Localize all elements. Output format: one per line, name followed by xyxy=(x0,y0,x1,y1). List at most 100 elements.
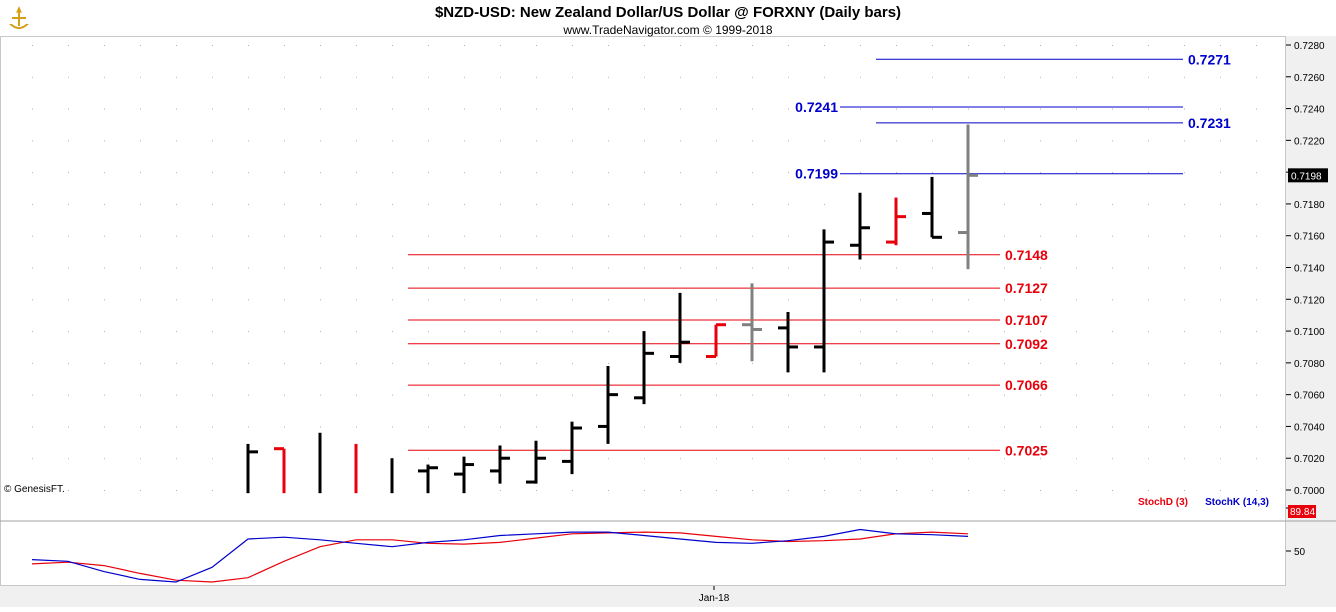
grid-dot xyxy=(860,267,861,269)
grid-dot xyxy=(608,108,609,110)
grid-dot xyxy=(680,76,681,78)
grid-dot xyxy=(788,172,789,174)
date-axis: Jan-18 xyxy=(699,586,730,604)
grid-dot xyxy=(608,76,609,78)
chart-title: $NZD-USD: New Zealand Dollar/US Dollar @… xyxy=(435,4,901,21)
grid-dot xyxy=(356,45,357,46)
grid-dot xyxy=(284,76,285,78)
grid-dot xyxy=(1184,140,1185,142)
grid-dot xyxy=(644,299,645,301)
grid-dot xyxy=(896,490,897,491)
grid-dot xyxy=(104,362,105,364)
grid-dot xyxy=(248,267,249,269)
grid-dot xyxy=(428,331,429,333)
grid-dot xyxy=(500,172,501,174)
grid-dot xyxy=(320,76,321,78)
grid-dot xyxy=(212,203,213,205)
grid-dot xyxy=(1184,426,1185,428)
stochK-legend: StochK (14,3) xyxy=(1205,497,1269,508)
grid-dot xyxy=(320,362,321,364)
grid-dot xyxy=(464,267,465,269)
grid-dot xyxy=(356,172,357,174)
grid-dot xyxy=(104,235,105,237)
grid-dot xyxy=(788,140,789,142)
grid-dot xyxy=(104,108,105,110)
grid-dot xyxy=(176,45,177,46)
grid-dot xyxy=(608,362,609,364)
grid-dot xyxy=(1148,108,1149,110)
date-tick-label: Jan-18 xyxy=(699,593,730,604)
grid-dot xyxy=(896,76,897,78)
grid-dot xyxy=(824,426,825,428)
grid-dot xyxy=(32,394,33,396)
grid-dot xyxy=(896,394,897,396)
grid-dot xyxy=(212,140,213,142)
trade-navigator-logo xyxy=(4,4,34,34)
grid-dot xyxy=(896,299,897,301)
grid-dot xyxy=(140,362,141,364)
grid-dot xyxy=(824,45,825,46)
grid-dot xyxy=(32,299,33,301)
grid-dot xyxy=(428,235,429,237)
grid-dot xyxy=(932,490,933,491)
price-tick-label: 0.7140 xyxy=(1294,264,1325,275)
grid-dot xyxy=(356,203,357,205)
grid-dot xyxy=(1256,299,1257,301)
grid-dot xyxy=(680,426,681,428)
grid-dot xyxy=(176,426,177,428)
grid-dot xyxy=(320,108,321,110)
grid-dot xyxy=(788,299,789,301)
grid-dot xyxy=(860,108,861,110)
grid-dot xyxy=(212,172,213,174)
grid-dot xyxy=(248,140,249,142)
grid-dot xyxy=(1256,458,1257,460)
grid-dot xyxy=(248,331,249,333)
grid-dot xyxy=(1184,331,1185,333)
grid-dot xyxy=(752,394,753,396)
grid-dot xyxy=(788,203,789,205)
grid-dot xyxy=(608,45,609,46)
grid-dot xyxy=(824,140,825,142)
grid-dot xyxy=(140,140,141,142)
plot-frame xyxy=(0,36,1286,586)
grid-dot xyxy=(1148,458,1149,460)
grid-dot xyxy=(68,108,69,110)
grid-dot xyxy=(1040,235,1041,237)
grid-dot xyxy=(824,490,825,491)
grid-dot xyxy=(284,362,285,364)
grid-dot xyxy=(1220,362,1221,364)
grid-dot xyxy=(716,267,717,269)
grid-dot xyxy=(212,490,213,491)
grid-dot xyxy=(644,45,645,46)
grid-dot xyxy=(608,235,609,237)
stochastic-panel: 10050StochD (3)StochK (14,3)89.84 xyxy=(31,497,1316,583)
grid-dot xyxy=(788,426,789,428)
chart-subtitle: www.TradeNavigator.com © 1999-2018 xyxy=(562,23,772,37)
grid-dot xyxy=(932,362,933,364)
grid-dot xyxy=(212,362,213,364)
grid-dot xyxy=(1148,331,1149,333)
grid-dot xyxy=(608,458,609,460)
grid-dot xyxy=(500,394,501,396)
grid-dot xyxy=(1076,108,1077,110)
grid-dot xyxy=(1112,331,1113,333)
grid-dot xyxy=(284,426,285,428)
grid-dot xyxy=(680,362,681,364)
grid-dot xyxy=(140,426,141,428)
grid-dot xyxy=(1256,203,1257,205)
grid-dot xyxy=(1220,394,1221,396)
grid-dot xyxy=(68,490,69,491)
grid-dot xyxy=(680,394,681,396)
grid-dot xyxy=(392,299,393,301)
grid-dot xyxy=(1004,140,1005,142)
grid-dot xyxy=(320,172,321,174)
grid-dot xyxy=(860,76,861,78)
grid-dot xyxy=(1004,362,1005,364)
grid-dot xyxy=(356,108,357,110)
grid-dot xyxy=(32,331,33,333)
grid-dot xyxy=(428,203,429,205)
grid-dot xyxy=(284,394,285,396)
grid-dot xyxy=(716,76,717,78)
grid-dot xyxy=(392,394,393,396)
grid-dot xyxy=(68,235,69,237)
